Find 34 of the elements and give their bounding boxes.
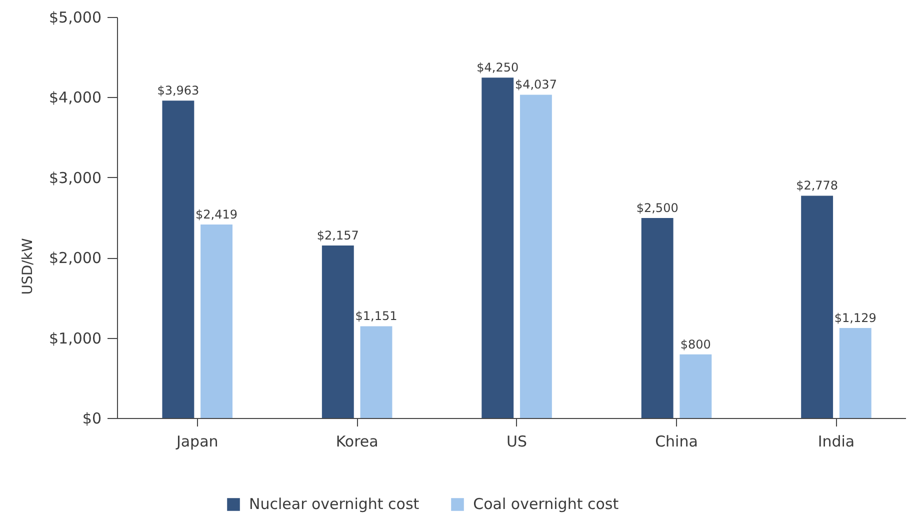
data-label: $2,419: [196, 207, 238, 222]
x-tick-label: China: [655, 432, 698, 450]
bar: [801, 196, 834, 418]
y-tick-label: $5,000: [49, 8, 102, 26]
bar: [162, 100, 194, 418]
bar: [200, 224, 232, 418]
data-label: $1,129: [834, 310, 876, 325]
y-tick-label: $3,000: [49, 168, 102, 187]
legend-label: Coal overnight cost: [473, 495, 619, 513]
data-label: $1,151: [355, 309, 398, 324]
y-tick-label: $2,000: [49, 249, 102, 268]
data-label: $800: [680, 337, 711, 352]
bar: [482, 78, 514, 418]
data-label: $4,250: [476, 60, 519, 75]
x-tick-label: India: [818, 432, 855, 450]
data-label: $2,157: [316, 228, 359, 243]
bar: [520, 94, 552, 418]
bar: [322, 246, 354, 418]
y-tick-label: $4,000: [49, 88, 102, 107]
data-label: $3,963: [157, 84, 200, 98]
x-tick-label: US: [506, 432, 528, 450]
bar: [360, 326, 392, 418]
data-label: $2,778: [796, 178, 838, 193]
y-tick-label: $1,000: [49, 329, 102, 348]
legend-label: Nuclear overnight cost: [249, 495, 420, 513]
x-tick-label: Korea: [336, 432, 378, 450]
data-label: $4,037: [514, 78, 557, 92]
bar: [680, 354, 712, 418]
y-axis-title: USD/kW: [20, 238, 36, 295]
bar: [839, 328, 872, 418]
data-label: $2,500: [636, 201, 678, 215]
x-tick-label: Japan: [175, 432, 218, 450]
y-tick-label: $0: [82, 410, 102, 428]
bar: [641, 218, 674, 418]
